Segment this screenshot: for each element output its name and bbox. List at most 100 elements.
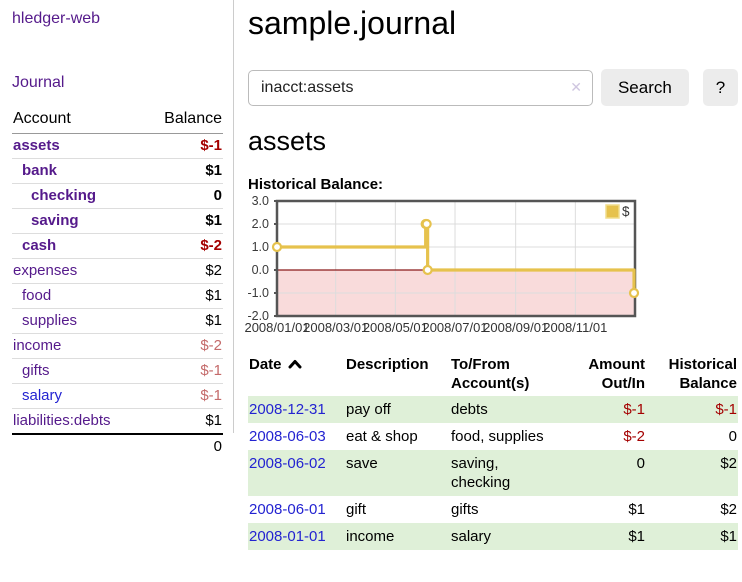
transaction-balance: 0	[728, 428, 737, 445]
account-row: supplies $1	[12, 308, 223, 334]
account-row: saving $1	[12, 208, 223, 234]
register-header-amount: Amount Out/In	[588, 356, 645, 392]
svg-text:2008/09/01: 2008/09/01	[483, 320, 548, 335]
account-row: assets $-1	[12, 134, 223, 159]
account-link-cash[interactable]: cash	[22, 237, 57, 254]
main-content: sample.journal ✕ Search ? assets Histori…	[244, 0, 738, 550]
account-balance: $1	[143, 283, 223, 309]
register-table-header: Date Description To/From Account(s) Amou…	[248, 353, 738, 396]
svg-text:0.0: 0.0	[252, 263, 269, 277]
account-link-salary[interactable]: salary	[22, 387, 63, 404]
account-link-checking[interactable]: checking	[31, 187, 97, 204]
account-row: gifts $-1	[12, 358, 223, 384]
svg-text:-1.0: -1.0	[247, 286, 269, 300]
account-link-bank[interactable]: bank	[22, 162, 58, 179]
account-balance: $1	[143, 408, 223, 434]
account-row: checking 0	[12, 183, 223, 209]
account-link-assets[interactable]: assets	[13, 137, 60, 154]
account-row: bank $1	[12, 158, 223, 184]
account-link-income[interactable]: income	[13, 337, 62, 354]
transaction-amount: $-1	[561, 396, 646, 423]
register-header-accounts: To/From Account(s)	[451, 356, 530, 392]
transaction-description: save	[345, 450, 450, 496]
account-link-gifts[interactable]: gifts	[22, 362, 50, 379]
transaction-description: pay off	[345, 396, 450, 423]
transaction-description: income	[345, 523, 450, 550]
transaction-description: eat & shop	[346, 428, 418, 445]
search-button[interactable]: Search	[600, 69, 689, 106]
transaction-amount: $1	[561, 523, 646, 550]
search-input[interactable]	[248, 69, 593, 106]
account-row: salary $-1	[12, 383, 223, 409]
historical-balance-chart: 3.0 2.0 1.0 0.0 -1.0 -2.02008/01/012008/03/01…	[244, 194, 640, 335]
register-row: 2008-06-03 eat & shop food, supplies $-2 0	[248, 423, 738, 450]
register-header-balance: Historical Balance	[668, 356, 737, 392]
transaction-amount: 0	[561, 450, 646, 496]
page-title: sample.journal	[248, 5, 457, 41]
account-balance: $-2	[143, 333, 223, 359]
transaction-accounts: saving, checking	[450, 450, 561, 496]
transaction-accounts: debts	[450, 396, 561, 423]
transaction-balance: $2	[720, 501, 737, 518]
transaction-accounts: gifts	[451, 501, 479, 518]
account-row: liabilities:debts $1	[12, 408, 223, 434]
svg-text:$: $	[622, 204, 630, 219]
transaction-balance: $1	[646, 523, 738, 550]
register-table-body: 2008-12-31 pay off debts $-1 $-1 2008-06-03 ea…	[248, 396, 738, 550]
transaction-date-link[interactable]: 2008-12-31	[249, 401, 326, 418]
svg-text:-2.0: -2.0	[247, 309, 269, 323]
account-balance: $1	[143, 208, 223, 234]
accounts-total-row: 0	[12, 433, 223, 459]
sort-ascending-icon	[288, 360, 302, 369]
transaction-balance: $2	[646, 450, 738, 496]
register-row: 2008-06-02 save saving, checking 0 $2	[248, 450, 738, 496]
account-balance: $1	[143, 158, 223, 184]
svg-text:2008/07/01: 2008/07/01	[422, 320, 487, 335]
register-row: 2008-01-01 income salary $1 $1	[248, 523, 738, 550]
account-balance: $2	[143, 258, 223, 284]
account-balance: $-2	[143, 233, 223, 259]
account-link-saving[interactable]: saving	[31, 212, 79, 229]
sidebar: hledger-web Journal Account Balance asse…	[0, 0, 233, 459]
account-row: food $1	[12, 283, 223, 309]
account-link-supplies[interactable]: supplies	[22, 312, 78, 329]
svg-text:2008/03/01: 2008/03/01	[303, 320, 368, 335]
search-input-wrap: ✕	[248, 69, 593, 106]
svg-text:2.0: 2.0	[252, 217, 269, 231]
account-link-liabilities-debts[interactable]: liabilities:debts	[13, 412, 111, 429]
transaction-balance: $-1	[646, 396, 738, 423]
accounts-total-value: 0	[143, 433, 223, 459]
transaction-date-link[interactable]: 2008-06-02	[249, 455, 326, 472]
account-link-food[interactable]: food	[22, 287, 52, 304]
account-link-expenses[interactable]: expenses	[13, 262, 78, 279]
account-heading: assets	[248, 126, 327, 156]
sidebar-divider	[233, 0, 234, 433]
transaction-description: gift	[346, 501, 367, 518]
svg-text:1.0: 1.0	[252, 240, 269, 254]
svg-text:2008/11/01: 2008/11/01	[543, 320, 607, 335]
transaction-date-link[interactable]: 2008-06-01	[249, 501, 326, 518]
account-balance: $-1	[200, 137, 222, 154]
help-button[interactable]: ?	[702, 69, 738, 106]
register-header-description: Description	[346, 356, 429, 373]
register-table: Date Description To/From Account(s) Amou…	[248, 353, 738, 550]
accounts-header-balance: Balance	[143, 108, 223, 134]
transaction-date-link[interactable]: 2008-06-03	[249, 428, 326, 445]
sidebar-item-journal[interactable]: Journal	[12, 74, 65, 91]
account-balance: 0	[143, 183, 223, 209]
account-row: expenses $2	[12, 258, 223, 284]
account-balance: $-1	[143, 383, 223, 409]
transaction-amount: $1	[628, 501, 645, 518]
transaction-date-link[interactable]: 2008-01-01	[249, 528, 326, 545]
register-header-date[interactable]: Date	[248, 353, 345, 396]
account-row: income $-2	[12, 333, 223, 359]
accounts-table-header: Account Balance	[12, 108, 223, 134]
chart-section-label: Historical Balance:	[248, 176, 384, 193]
app-brand-link[interactable]: hledger-web	[12, 10, 101, 27]
transaction-accounts: salary	[450, 523, 561, 550]
transaction-accounts: food, supplies	[451, 428, 544, 445]
clear-search-icon[interactable]: ✕	[570, 78, 582, 95]
account-row: cash $-2	[12, 233, 223, 259]
svg-text:2008/05/01: 2008/05/01	[363, 320, 428, 335]
register-row: 2008-12-31 pay off debts $-1 $-1	[248, 396, 738, 423]
